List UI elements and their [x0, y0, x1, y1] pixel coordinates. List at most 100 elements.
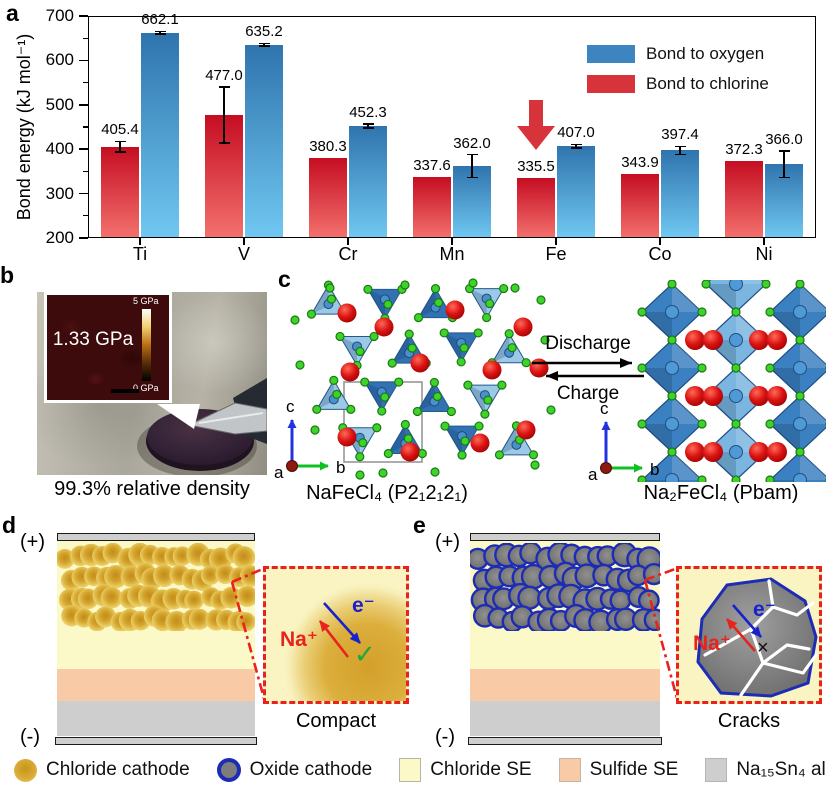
value-label: 452.3	[349, 104, 387, 122]
value-label: 397.4	[661, 126, 699, 144]
value-label: 366.0	[765, 130, 803, 148]
legend-item-alloy: Na₁₅Sn₄ alloy	[705, 758, 826, 782]
y-minor-tick	[83, 82, 88, 84]
error-bar	[263, 43, 265, 47]
current-collector-top-d	[57, 533, 255, 541]
x-tick	[555, 238, 557, 245]
y-minor-tick	[83, 126, 88, 128]
alloy-swatch	[705, 758, 728, 782]
crack-lines	[703, 579, 818, 697]
scale-min-label: 0 GPa	[133, 383, 159, 393]
x-tick	[139, 238, 141, 245]
oxide-cathode-particles	[470, 543, 660, 631]
axis-triad-left: c b a	[274, 397, 345, 482]
value-label: 335.5	[517, 157, 555, 175]
y-axis-label: Bond energy (kJ mol⁻¹)	[14, 33, 34, 221]
error-bar	[471, 154, 473, 178]
compact-inset: Na⁺ e⁻ ✓	[263, 566, 409, 704]
bond-energy-bar-chart: 200 300 400 500 600 700 Ti 405.4 662.1 V 477.0 635.…	[0, 0, 826, 264]
error-bar	[223, 87, 225, 143]
x-tick-label-Cr: Cr	[338, 244, 358, 264]
error-bar	[119, 141, 121, 153]
error-cap	[570, 147, 582, 149]
axis-b-label: b	[650, 460, 659, 479]
x-tick	[347, 238, 349, 245]
tweezers-highlight	[198, 412, 264, 424]
compact-caption: Compact	[295, 710, 377, 732]
x-tick	[451, 238, 453, 245]
error-cap	[674, 153, 686, 156]
a-axis-dot	[600, 462, 612, 474]
x-tick-label-Ti: Ti	[132, 244, 148, 264]
na2fecl4-caption: Na₂FeCl₄ (Pbam)	[643, 482, 799, 504]
legend-row-chlorine: Bond to chlorine	[587, 74, 769, 94]
current-collector-top-e	[470, 533, 660, 541]
error-bar	[367, 124, 369, 128]
panel-label-d: d	[2, 512, 17, 538]
error-cap	[258, 45, 270, 47]
error-cap	[466, 153, 478, 156]
y-major-tick	[79, 237, 88, 239]
modulus-map-inset: 1.33 GPa 5 GPa 0 GPa	[44, 292, 172, 403]
bar-V-oxygen	[245, 44, 283, 238]
scalebar	[111, 389, 139, 393]
cracked-particle-scene	[696, 577, 818, 698]
value-label: 362.0	[453, 134, 491, 152]
error-cap	[778, 176, 790, 179]
value-label: 635.2	[245, 23, 283, 41]
error-cap	[154, 33, 166, 35]
chlorine-legend-swatch	[587, 75, 635, 93]
bar-Cr-oxygen	[349, 125, 387, 238]
reaction-arrows	[532, 358, 644, 381]
cracks-caption: Cracks	[717, 710, 781, 732]
y-minor-tick	[83, 215, 88, 217]
bar-Ni-chlorine	[725, 161, 763, 238]
y-tick-label: 200	[45, 228, 74, 247]
y-tick-label: 400	[45, 139, 74, 159]
chart-legend: Bond to oxygen Bond to chlorine	[587, 44, 769, 104]
modulus-colorbar	[142, 309, 151, 381]
bar-Co-chlorine	[621, 174, 659, 238]
na-ion-arrow	[726, 618, 756, 652]
positive-terminal-d: (+)	[20, 531, 45, 553]
axis-a-label: a	[274, 463, 284, 482]
value-label: 477.0	[205, 67, 243, 85]
highlight-down-arrow	[517, 100, 555, 150]
current-collector-bottom-e	[468, 737, 662, 745]
y-major-tick	[79, 59, 88, 62]
negative-terminal-d: (-)	[20, 726, 40, 748]
value-label: 662.1	[141, 11, 179, 29]
inset-pointer	[157, 404, 200, 429]
legend-label: Chloride cathode	[46, 759, 190, 780]
y-tick-label: 700	[45, 6, 74, 25]
negative-terminal-e: (-)	[435, 726, 455, 748]
legend-row-oxygen: Bond to oxygen	[587, 44, 769, 64]
current-collector-bottom-d	[55, 737, 257, 745]
bar-Cr-chlorine	[309, 157, 347, 238]
sodium-ion-label: Na⁺	[693, 632, 731, 655]
y-minor-tick	[83, 37, 88, 39]
chloride-se-swatch	[399, 758, 422, 782]
bar-Ti-oxygen	[141, 32, 179, 238]
axis-b-label: b	[336, 458, 345, 477]
bar-Fe-oxygen	[557, 146, 595, 238]
figure-legend: Chloride cathode Oxide cathode Chloride …	[14, 758, 826, 782]
panel-label-e: e	[413, 512, 426, 538]
x-tick	[659, 238, 661, 245]
nafecl4-structure	[290, 278, 556, 480]
chloride-cathode-particles	[57, 543, 255, 631]
callout-lines-d	[230, 566, 265, 703]
y-major-tick	[79, 15, 88, 17]
error-cap	[778, 150, 790, 152]
y-major-tick	[79, 192, 88, 195]
error-bar	[679, 146, 681, 155]
cross-mark: ×	[757, 637, 769, 659]
sulfide-se-layer-e	[470, 669, 660, 701]
na-ion-arrow	[318, 620, 350, 658]
electron-label: e⁻	[753, 598, 776, 621]
legend-label: Sulfide SE	[589, 759, 679, 780]
bar-Co-oxygen	[661, 150, 699, 238]
cracks-inset: Na⁺ e⁻ ×	[676, 566, 822, 704]
chlorine-legend-label: Bond to chlorine	[646, 74, 769, 93]
x-tick	[763, 238, 765, 245]
